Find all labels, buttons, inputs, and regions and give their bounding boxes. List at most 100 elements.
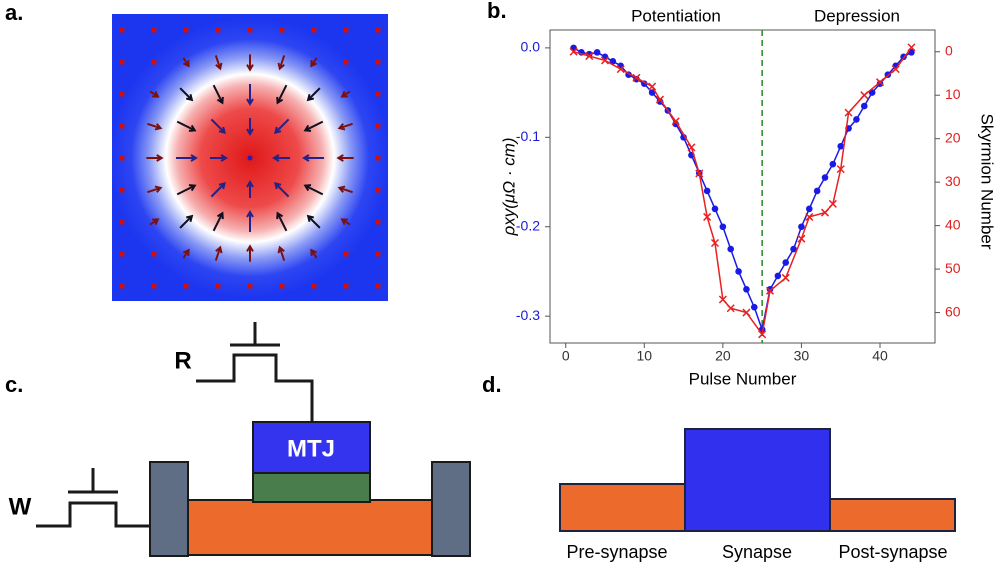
spin-arrow: [310, 57, 318, 68]
point: [718, 295, 727, 304]
spin-arrow: [210, 182, 226, 198]
contact: [431, 461, 471, 557]
spin-arrow: [214, 55, 223, 71]
spin-dot: [183, 283, 189, 289]
point: [609, 58, 617, 65]
spin-dot: [151, 27, 157, 33]
point: [828, 199, 837, 208]
point: [829, 160, 837, 168]
spin-dot: [343, 59, 349, 65]
spin-arrow: [246, 210, 254, 232]
y-tick-label: -0.2: [516, 217, 540, 233]
spin-arrow: [176, 154, 198, 162]
spin-arrow: [214, 245, 223, 261]
spin-arrow: [272, 154, 291, 162]
spin-arrow: [246, 180, 254, 199]
panel-label: d.: [482, 372, 502, 397]
spin-dot: [119, 187, 125, 193]
spin-arrow: [246, 84, 254, 106]
y-tick-label: -0.3: [516, 307, 540, 323]
spin-arrow: [146, 154, 164, 162]
spin-dot: [343, 283, 349, 289]
spin-dot: [247, 283, 253, 289]
spin-arrow: [310, 248, 318, 259]
spin-arrow: [337, 122, 353, 131]
point: [585, 52, 594, 61]
spin-arrow: [182, 57, 190, 68]
spin-arrow: [246, 54, 254, 72]
point: [821, 174, 829, 181]
write-wire: [36, 501, 150, 528]
point: [711, 205, 719, 213]
spin-arrow: [147, 122, 163, 131]
spin-dot: [375, 123, 381, 129]
spin-dot: [343, 251, 349, 257]
point: [743, 286, 750, 293]
spin-dot: [151, 251, 157, 257]
mtj-label: MTJ: [287, 435, 335, 462]
circuit: MTJ R W: [9, 322, 471, 557]
spin-dot: [119, 251, 125, 257]
point: [593, 49, 601, 56]
point: [727, 245, 735, 253]
pre-label: Pre-synapse: [566, 542, 667, 562]
synapse-block: [684, 428, 831, 532]
point: [782, 259, 790, 266]
point: [648, 82, 657, 91]
spin-dot: [119, 155, 125, 161]
post-label: Post-synapse: [838, 542, 947, 562]
point: [726, 304, 735, 313]
point: [695, 169, 704, 178]
spin-dot: [119, 59, 125, 65]
spin-dot: [247, 27, 253, 33]
point: [805, 205, 813, 213]
spin-arrow: [276, 211, 288, 232]
mtj: [252, 421, 371, 474]
spin-arrow: [277, 245, 286, 261]
point: [798, 223, 805, 231]
x-tick-label: 0: [562, 348, 570, 364]
spin-dot: [119, 219, 125, 225]
point: [875, 78, 885, 87]
spin-dot: [343, 27, 349, 33]
contact: [149, 461, 189, 557]
pre-block: [559, 483, 686, 532]
point: [655, 95, 665, 104]
point: [656, 98, 664, 105]
spin-arrow: [306, 214, 321, 229]
spin-arrow: [302, 154, 324, 162]
y-axis-label: ρxy(μΩ · cm): [499, 137, 518, 236]
spin-arrow: [210, 118, 226, 134]
point: [844, 108, 853, 117]
spin-arrow: [149, 90, 160, 98]
spin-dot: [375, 283, 381, 289]
plot-frame: [549, 29, 936, 344]
point: [735, 268, 742, 275]
spin-arrow: [336, 154, 354, 162]
spin-dot: [375, 187, 381, 193]
read-wire: [196, 353, 314, 422]
x-tick-label: 20: [715, 348, 731, 364]
point: [671, 117, 680, 126]
y2-tick-label: 0: [945, 42, 953, 58]
spin-dot: [375, 219, 381, 225]
point: [813, 187, 821, 195]
point: [853, 116, 860, 123]
barrier: [252, 472, 371, 503]
chart: 0 10 20 30 40 0.0 -0.1 -0.2 -0.3 0 10 20 30 40 50 60 Pul…: [499, 6, 996, 388]
point: [703, 212, 712, 221]
spin-arrow: [340, 218, 351, 226]
spin-arrow: [212, 211, 224, 232]
point: [632, 73, 641, 82]
point: [860, 102, 868, 110]
spin-arrow: [303, 184, 324, 196]
spin-arrow: [149, 218, 160, 226]
series-line: [573, 47, 912, 333]
panel-label: b.: [487, 0, 507, 23]
spin-dot: [375, 251, 381, 257]
spin-dot: [119, 123, 125, 129]
spin-arrow: [179, 214, 194, 229]
y-tick-label: -0.1: [516, 128, 540, 144]
spin-arrow: [182, 248, 190, 259]
point: [774, 272, 782, 280]
